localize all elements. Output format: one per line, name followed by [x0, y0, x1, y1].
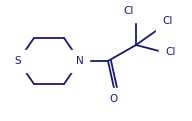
Text: Cl: Cl — [165, 47, 175, 57]
Text: Cl: Cl — [124, 6, 134, 16]
Text: S: S — [15, 56, 21, 66]
Text: Cl: Cl — [162, 16, 172, 26]
Text: N: N — [76, 56, 84, 66]
Text: O: O — [110, 94, 118, 104]
